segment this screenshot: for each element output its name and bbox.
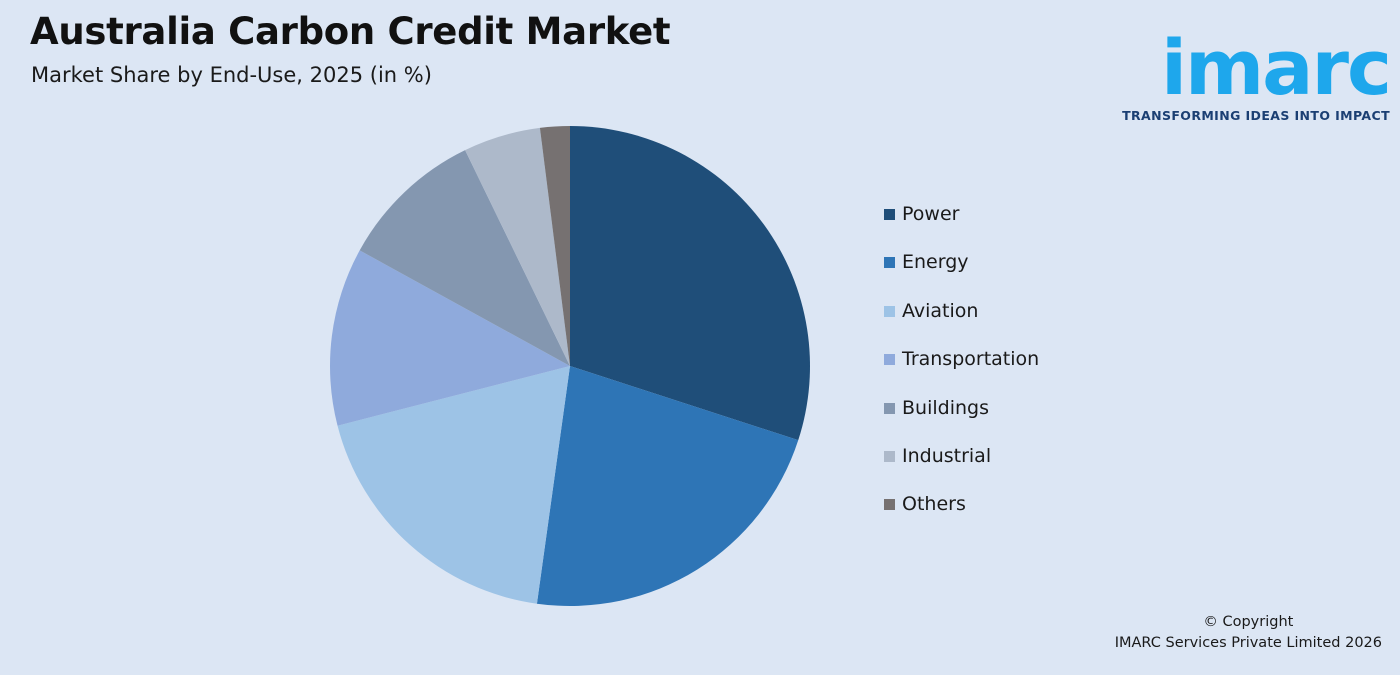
legend-label: Industrial [902, 444, 992, 467]
chart-subtitle: Market Share by End-Use, 2025 (in %) [31, 63, 432, 87]
legend-swatch [884, 402, 895, 414]
legend-item-transportation: Transportation [884, 345, 1039, 393]
legend-swatch [884, 257, 895, 269]
legend-item-aviation: Aviation [884, 297, 1039, 345]
legend-item-buildings: Buildings [884, 394, 1039, 442]
legend-label: Aviation [902, 299, 979, 322]
legend-label: Others [902, 493, 966, 516]
copyright-line-2: IMARC Services Private Limited 2026 [1114, 635, 1382, 651]
legend-swatch [884, 499, 895, 511]
legend-label: Transportation [902, 348, 1040, 371]
imarc-logo: imarc TRANSFORMING IDEAS INTO IMPACT [1120, 10, 1392, 125]
pie-slice-energy [536, 366, 799, 606]
copyright-line-1: © Copyright [1203, 614, 1294, 630]
legend-label: Energy [902, 251, 969, 274]
logo-tagline: TRANSFORMING IDEAS INTO IMPACT [1122, 108, 1390, 123]
chart-title: Australia Carbon Credit Market [30, 10, 671, 53]
pie-slice-industrial [465, 127, 570, 366]
legend-item-energy: Energy [884, 248, 1039, 296]
legend-swatch [884, 450, 895, 462]
pie-slice-others [539, 126, 570, 366]
legend-swatch [884, 209, 895, 220]
legend-item-power: Power [884, 200, 1039, 248]
legend-swatch [884, 354, 895, 366]
pie-slice-buildings [359, 150, 570, 366]
pie-slice-aviation [337, 366, 570, 604]
logo-wordmark: imarc [1160, 23, 1392, 112]
legend-label: Power [902, 203, 960, 225]
copyright-notice: © Copyright IMARC Services Private Limit… [1115, 612, 1382, 654]
legend-item-others: Others [884, 490, 1039, 538]
pie-slice-power [570, 126, 810, 441]
pie-slice-transportation [330, 250, 570, 426]
chart-legend: Power Energy Aviation Transportation Buildin… [884, 200, 1039, 539]
legend-label: Buildings [902, 396, 989, 419]
pie-chart [330, 126, 810, 606]
legend-swatch [884, 305, 895, 317]
legend-item-industrial: Industrial [884, 442, 1039, 490]
